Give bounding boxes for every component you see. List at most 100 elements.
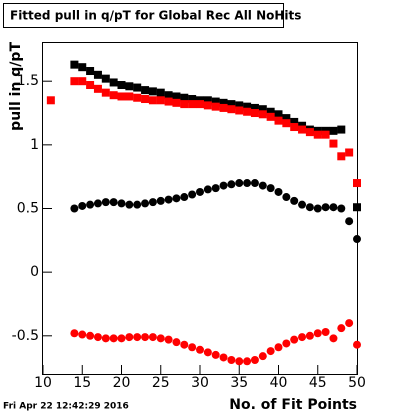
circle-marker [258,181,267,190]
square-marker [313,130,322,139]
square-marker [243,107,252,116]
square-marker [305,128,314,137]
square-marker [188,95,197,104]
circle-marker [70,329,79,338]
circle-marker [329,203,338,212]
circle-marker [86,200,95,209]
circle-marker [78,330,87,339]
square-marker [93,70,102,79]
circle-marker [243,179,252,188]
circle-marker [101,334,110,343]
square-marker [148,96,157,105]
circle-marker [345,319,354,328]
circle-marker [353,235,361,244]
square-marker [141,95,150,104]
y-axis-label: pull in q/pT [8,42,24,131]
title-box [3,3,284,28]
circle-marker [188,343,197,352]
square-marker [117,92,126,101]
y-tick-label: 1 [30,137,39,153]
circle-marker [266,347,275,356]
circle-marker [109,334,118,343]
circle-marker [290,335,299,344]
x-tick-label: 35 [230,375,248,391]
square-marker [180,93,189,102]
circle-marker [172,338,181,347]
square-marker [298,125,307,134]
circle-marker [172,194,181,203]
circle-marker [219,181,228,190]
circle-marker [133,333,142,342]
y-tick-label: 0.5 [17,201,39,217]
circle-marker [219,353,228,362]
circle-marker [274,187,283,196]
square-marker [282,114,291,123]
circle-marker [298,333,307,342]
square-marker [203,96,212,105]
square-marker [164,97,173,106]
square-marker [188,100,197,109]
x-tick-label: 20 [113,375,131,391]
square-marker [101,88,110,97]
square-marker [250,103,259,112]
circle-marker [125,333,134,342]
square-marker [345,148,354,157]
square-marker [156,88,165,97]
footer: Fri Apr 22 12:42:29 2016 [3,402,129,412]
x-tick-label: 50 [348,375,366,391]
circle-marker [133,200,142,209]
circle-marker [211,184,220,193]
x-tick-label: 30 [191,375,209,391]
square-marker [290,123,299,132]
circle-marker [282,339,291,348]
square-marker [329,139,338,148]
circle-marker [353,340,361,349]
circle-marker [337,204,346,213]
square-marker [133,93,142,102]
square-marker [86,67,95,76]
circle-marker [305,331,314,340]
circle-marker [196,187,204,196]
circle-marker [188,190,197,199]
circle-marker [227,355,236,364]
square-marker [164,91,173,100]
circle-marker [298,200,307,209]
circle-marker [180,340,189,349]
circle-marker [313,204,322,213]
square-marker [133,83,142,92]
square-marker [266,107,275,116]
square-marker [211,102,220,111]
y-tick-label: 0 [30,264,39,280]
y-tick-label: 1.5 [17,73,39,89]
square-marker [117,81,126,90]
circle-marker [156,196,165,205]
circle-marker [70,204,79,213]
circle-marker [250,355,259,364]
square-marker [266,112,275,121]
square-marker [125,82,134,91]
square-marker [70,77,79,86]
circle-marker [164,335,173,344]
square-marker [219,98,228,107]
square-marker [321,130,330,139]
circle-marker [321,327,330,336]
circle-marker [211,350,220,359]
circle-marker [243,357,252,366]
square-marker [148,87,157,96]
square-marker [219,103,228,112]
x-tick-label: 45 [309,375,327,391]
circle-marker [109,198,118,207]
circle-marker [180,193,189,202]
circle-marker [93,199,102,208]
square-marker [196,100,204,109]
square-marker [141,86,150,95]
square-marker [93,84,102,93]
circle-marker [235,179,244,188]
chart-title: Fitted pull in q/pT for Global Rec All N… [10,9,301,23]
circle-marker [345,217,354,226]
square-marker [211,97,220,106]
square-marker [235,101,244,110]
square-marker [109,78,118,87]
circle-marker [196,345,204,354]
